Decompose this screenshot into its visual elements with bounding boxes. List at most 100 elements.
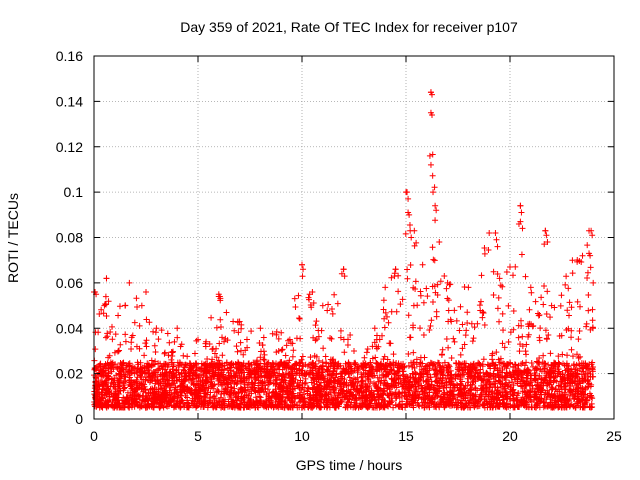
roti-point [413,386,420,393]
roti-point [159,375,166,382]
roti-point [535,312,542,319]
roti-point [343,380,350,387]
roti-point [273,349,280,356]
roti-point [408,359,415,366]
roti-point [547,350,554,357]
roti-point [155,360,162,367]
roti-point [174,325,181,332]
roti-point [161,370,168,377]
roti-point [493,389,500,396]
roti-point [168,371,175,378]
roti-point [437,375,444,382]
roti-point [100,310,107,317]
roti-point [572,404,579,411]
roti-point [143,337,150,344]
roti-point [218,390,225,397]
roti-point [468,320,475,327]
roti-point [532,393,539,400]
roti-point [465,379,472,386]
roti-point [441,382,448,389]
roti-point [265,392,272,399]
roti-point [489,350,496,357]
roti-point [296,404,303,411]
roti-point [568,346,575,353]
roti-point [328,360,335,367]
roti-point [572,378,579,385]
roti-point [136,345,143,352]
roti-point [169,366,176,373]
roti-point [105,354,112,361]
roti-point [311,376,318,383]
roti-point [105,298,112,305]
roti-point [276,362,283,369]
roti-point [166,339,173,346]
roti-point [197,393,204,400]
roti-point [557,371,564,378]
roti-point [260,389,267,396]
roti-point [492,229,499,236]
roti-point [313,372,320,379]
roti-point [385,319,392,326]
roti-point [382,373,389,380]
roti-point [143,316,150,323]
roti-point [338,375,345,382]
roti-point [285,388,292,395]
roti-point [497,282,504,289]
roti-point [587,252,594,259]
roti-point [108,402,115,409]
roti-point [452,399,459,406]
roti-point [494,365,501,372]
roti-point [341,349,348,356]
roti-point [422,395,429,402]
roti-point [167,384,174,391]
roti-point [187,385,194,392]
roti-point [555,398,562,405]
roti-point [546,390,553,397]
roti-point [128,346,135,353]
roti-point [536,334,543,341]
roti-point [111,349,118,356]
roti-point [121,384,128,391]
roti-point [170,391,177,398]
roti-point [448,402,455,409]
roti-point [567,402,574,409]
roti-point [273,381,280,388]
roti-point [238,389,245,396]
roti-point [180,352,187,359]
y-tick-label: 0 [75,411,83,427]
roti-point [538,294,545,301]
roti-point [239,362,246,369]
roti-point [242,347,249,354]
roti-point [378,377,385,384]
roti-point [289,353,296,360]
roti-point [518,398,525,405]
roti-point [566,403,573,410]
roti-point [297,377,304,384]
roti-point [444,365,451,372]
roti-point [556,394,563,401]
roti-point [138,302,145,309]
roti-point [504,382,511,389]
roti-point [433,313,440,320]
roti-point [567,387,574,394]
roti-point [562,281,569,288]
roti-point [216,293,223,300]
roti-point [249,383,256,390]
roti-point [146,379,153,386]
roti-point [423,285,430,292]
roti-point [310,334,317,341]
roti-point [529,382,536,389]
roti-point [337,327,344,334]
roti-point [127,390,134,397]
roti-point [525,380,532,387]
roti-point [266,375,273,382]
roti-point [314,397,321,404]
axis-ticks: 0 5 10 15 20 2500.020.040.060.080.10.120.140.… [56,48,622,444]
roti-point [208,364,215,371]
roti-point [342,404,349,411]
roti-point [326,395,333,402]
roti-point [584,384,591,391]
roti-point [384,382,391,389]
roti-point [490,370,497,377]
roti-point [278,387,285,394]
